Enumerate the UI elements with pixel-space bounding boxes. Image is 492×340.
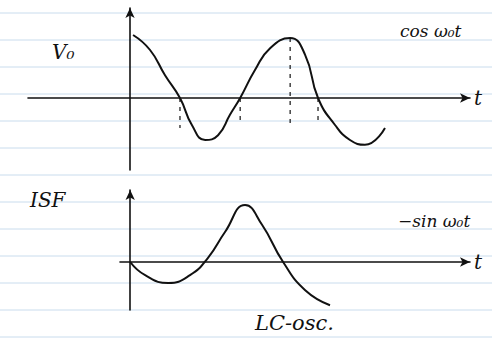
svg-text:LC-osc.: LC-osc. [254, 311, 334, 335]
svg-text:t: t [474, 86, 483, 110]
svg-text:ISF: ISF [29, 188, 67, 212]
svg-text:−sin ω₀t: −sin ω₀t [398, 211, 470, 231]
svg-text:cos ω₀t: cos ω₀t [400, 21, 462, 41]
svg-text:V₀: V₀ [52, 40, 74, 64]
svg-text:t: t [474, 250, 483, 274]
